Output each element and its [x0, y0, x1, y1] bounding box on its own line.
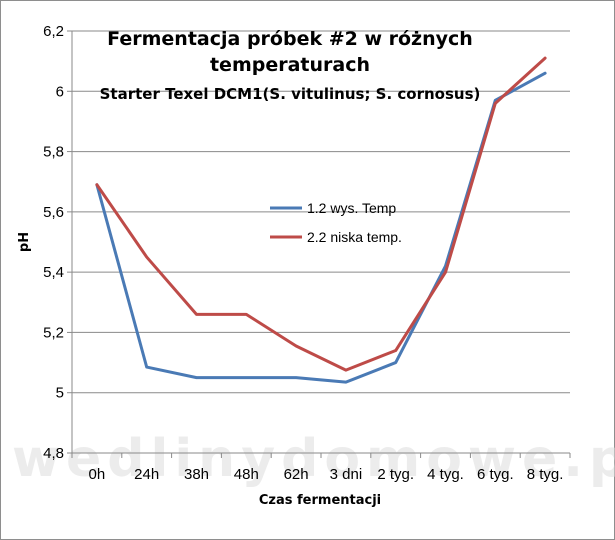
- chart-title: Fermentacja próbek #2 w różnych: [107, 28, 473, 50]
- y-tick-label: 6: [56, 83, 64, 100]
- x-tick-label: 4 tyg.: [427, 466, 464, 483]
- data-point: [195, 313, 198, 316]
- y-tick-label: 5,8: [43, 144, 64, 161]
- x-tick-label: 0h: [89, 466, 106, 483]
- y-tick-label: 4,8: [43, 445, 64, 462]
- data-point: [294, 376, 298, 379]
- data-point: [344, 368, 348, 372]
- data-point: [344, 380, 348, 384]
- x-tick-label: 8 tyg.: [527, 466, 564, 483]
- x-tick-label: 62h: [284, 466, 309, 483]
- data-point: [294, 344, 298, 348]
- data-point: [394, 349, 397, 352]
- y-tick-label: 6,2: [43, 23, 64, 40]
- data-point: [145, 365, 148, 369]
- y-tick-label: 5,2: [43, 324, 64, 341]
- data-point: [95, 183, 99, 186]
- legend: 1.2 wys. Temp 2.2 niska temp.: [270, 200, 402, 245]
- x-tick-label: 2 tyg.: [377, 466, 414, 483]
- legend-label-1: 1.2 wys. Temp: [307, 200, 396, 216]
- y-tick-label: 5,4: [43, 264, 64, 281]
- data-point: [195, 376, 198, 379]
- chart-title-line2: temperaturach: [210, 54, 370, 76]
- data-point: [444, 270, 447, 274]
- data-point: [543, 72, 547, 75]
- series-line-2: [95, 56, 547, 372]
- y-axis-label: pH: [17, 232, 32, 252]
- data-point: [494, 102, 497, 105]
- y-tick-label: 5: [56, 385, 64, 402]
- x-tick-label: 24h: [134, 466, 159, 483]
- x-tick-label: 6 tyg.: [477, 466, 514, 483]
- data-point: [245, 376, 248, 379]
- data-point: [543, 56, 547, 60]
- x-tick-label: 38h: [184, 466, 209, 483]
- x-tick-label: 48h: [234, 466, 259, 483]
- data-point: [394, 361, 397, 364]
- y-tick-label: 5,6: [43, 204, 64, 221]
- legend-label-2: 2.2 niska temp.: [307, 229, 402, 245]
- x-tick-label: 3 dni: [330, 466, 363, 483]
- chart-subtitle: Starter Texel DCM1(S. vitulinus; S. corn…: [100, 85, 481, 103]
- data-point: [245, 313, 248, 316]
- data-point: [145, 255, 148, 259]
- watermark-text: wedlinydomowe.pl: [12, 429, 615, 489]
- series-line-1: [95, 71, 547, 384]
- x-axis-label: Czas fermentacji: [259, 493, 381, 508]
